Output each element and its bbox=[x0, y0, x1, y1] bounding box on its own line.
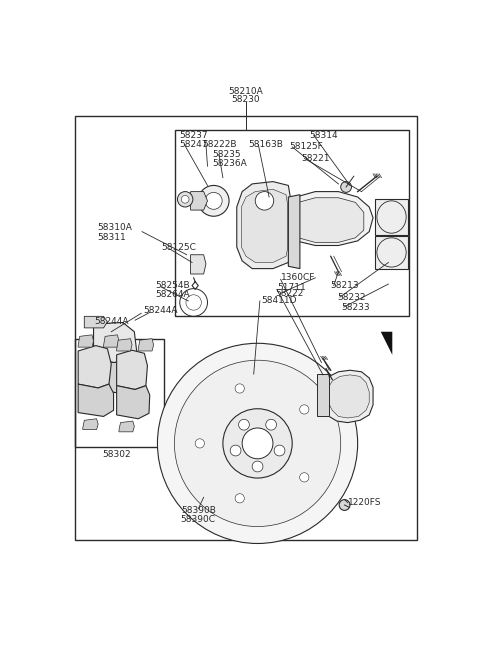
Circle shape bbox=[178, 192, 193, 207]
Text: 58264A: 58264A bbox=[155, 291, 190, 300]
Circle shape bbox=[223, 409, 292, 478]
Circle shape bbox=[239, 419, 250, 430]
Bar bbox=[375, 199, 408, 236]
Text: 58254B: 58254B bbox=[155, 281, 190, 290]
Circle shape bbox=[198, 186, 229, 216]
Circle shape bbox=[230, 445, 241, 456]
Circle shape bbox=[184, 447, 200, 463]
Text: 58125C: 58125C bbox=[161, 243, 196, 252]
Text: 58163B: 58163B bbox=[248, 140, 283, 149]
Bar bbox=[317, 374, 329, 417]
Circle shape bbox=[195, 439, 204, 448]
Circle shape bbox=[339, 499, 350, 510]
Text: 58235: 58235 bbox=[212, 150, 241, 159]
Text: 58244A: 58244A bbox=[94, 317, 129, 326]
Text: 58236A: 58236A bbox=[212, 159, 247, 168]
Polygon shape bbox=[237, 182, 291, 269]
Polygon shape bbox=[117, 338, 132, 351]
Text: 58237: 58237 bbox=[179, 131, 208, 140]
Circle shape bbox=[178, 421, 193, 435]
Circle shape bbox=[341, 182, 351, 192]
Polygon shape bbox=[292, 198, 364, 243]
Text: 58222: 58222 bbox=[275, 289, 304, 298]
Polygon shape bbox=[94, 322, 137, 362]
Polygon shape bbox=[117, 350, 147, 389]
Text: 58222B: 58222B bbox=[202, 140, 237, 149]
Polygon shape bbox=[381, 332, 392, 355]
Bar bbox=[175, 130, 409, 316]
Text: 58411D: 58411D bbox=[262, 296, 297, 305]
Text: 58210A: 58210A bbox=[228, 87, 264, 96]
Text: 58233: 58233 bbox=[341, 303, 370, 312]
Circle shape bbox=[252, 461, 263, 472]
Polygon shape bbox=[117, 386, 150, 419]
Polygon shape bbox=[84, 316, 108, 328]
Polygon shape bbox=[84, 389, 108, 401]
Bar bbox=[75, 116, 417, 540]
Circle shape bbox=[180, 474, 196, 490]
Text: 1360CF: 1360CF bbox=[281, 273, 315, 282]
Text: 58232: 58232 bbox=[337, 292, 366, 302]
Polygon shape bbox=[288, 195, 300, 269]
Circle shape bbox=[181, 195, 189, 203]
Polygon shape bbox=[191, 192, 207, 210]
Text: 58213: 58213 bbox=[330, 281, 359, 290]
Polygon shape bbox=[170, 401, 252, 490]
Polygon shape bbox=[138, 338, 154, 351]
Text: 58244A: 58244A bbox=[143, 307, 177, 316]
Bar bbox=[75, 340, 164, 447]
Text: 58221: 58221 bbox=[301, 154, 330, 163]
Polygon shape bbox=[94, 358, 137, 393]
Polygon shape bbox=[78, 384, 114, 417]
Text: 58230: 58230 bbox=[232, 96, 260, 104]
Circle shape bbox=[300, 405, 309, 414]
Circle shape bbox=[235, 384, 244, 393]
Text: 58390C: 58390C bbox=[181, 515, 216, 524]
Polygon shape bbox=[160, 397, 262, 495]
Polygon shape bbox=[326, 375, 369, 418]
Text: 58390B: 58390B bbox=[181, 506, 216, 515]
Polygon shape bbox=[230, 401, 260, 492]
Text: 58247: 58247 bbox=[179, 140, 207, 149]
Circle shape bbox=[255, 192, 274, 210]
Polygon shape bbox=[191, 255, 206, 274]
Text: 51711: 51711 bbox=[277, 283, 306, 292]
Polygon shape bbox=[83, 419, 98, 430]
Bar bbox=[375, 236, 408, 269]
Polygon shape bbox=[323, 370, 373, 422]
Circle shape bbox=[157, 344, 358, 543]
Circle shape bbox=[266, 419, 276, 430]
Text: 1220FS: 1220FS bbox=[348, 498, 381, 507]
Polygon shape bbox=[283, 192, 373, 245]
Circle shape bbox=[300, 473, 309, 482]
Polygon shape bbox=[78, 345, 111, 388]
Text: 58302: 58302 bbox=[102, 450, 131, 459]
Circle shape bbox=[174, 360, 341, 527]
Text: 58314: 58314 bbox=[309, 131, 338, 140]
Circle shape bbox=[235, 494, 244, 503]
Text: 58310A: 58310A bbox=[97, 223, 132, 232]
Polygon shape bbox=[241, 190, 288, 263]
Polygon shape bbox=[78, 334, 94, 347]
Text: 58311: 58311 bbox=[97, 232, 126, 241]
Circle shape bbox=[205, 192, 222, 210]
Text: 58125F: 58125F bbox=[289, 142, 323, 151]
Polygon shape bbox=[119, 421, 134, 432]
Circle shape bbox=[242, 428, 273, 459]
Polygon shape bbox=[104, 334, 119, 347]
Circle shape bbox=[274, 445, 285, 456]
